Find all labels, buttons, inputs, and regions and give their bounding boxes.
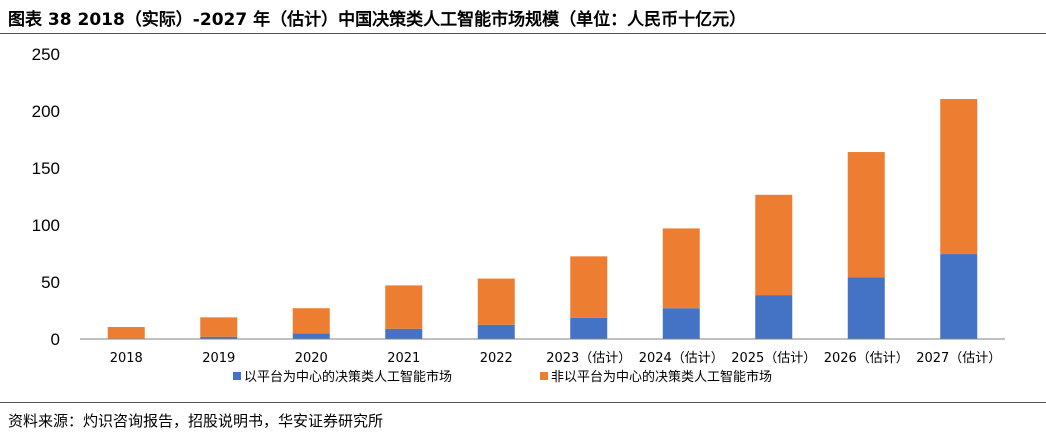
bar-non-platform [755, 194, 793, 296]
x-tick-label: 2026（估计） [824, 351, 909, 366]
x-tick-label: 2023（估计） [546, 351, 631, 366]
y-tick-label: 100 [32, 216, 60, 235]
legend-label-non-platform: 非以平台为中心的决策类人工智能市场 [551, 369, 772, 385]
y-tick-label: 150 [32, 159, 60, 178]
legend-swatch-platform [233, 372, 241, 380]
x-tick-label: 2025（估计） [731, 351, 816, 366]
bar-non-platform [107, 327, 145, 339]
bar-platform [477, 324, 515, 339]
bar-non-platform [940, 99, 978, 255]
y-tick-label: 250 [32, 45, 60, 64]
bars [107, 99, 978, 339]
x-tick-label: 2019 [202, 351, 235, 366]
bar-non-platform [385, 285, 423, 329]
stacked-bar-chart: 0 50 100 150 200 250 2018 2019 2020 2021 2022 2023… [32, 45, 1005, 385]
y-axis-tick-labels: 0 50 100 150 200 250 [32, 45, 60, 349]
x-tick-label: 2022 [480, 351, 513, 366]
bar-non-platform [292, 308, 330, 334]
bar-non-platform [200, 317, 238, 337]
x-axis-tick-labels: 2018 2019 2020 2021 2022 2023（估计） 2024（估计） 2025… [110, 351, 1002, 366]
y-tick-label: 0 [51, 330, 60, 349]
y-tick-label: 50 [41, 273, 60, 292]
bar-non-platform [662, 228, 700, 309]
x-tick-label: 2027（估计） [916, 351, 1001, 366]
bar-platform [940, 254, 978, 339]
legend-label-platform: 以平台为中心的决策类人工智能市场 [244, 369, 452, 385]
bar-platform [292, 333, 330, 339]
bar-platform [662, 308, 700, 339]
x-tick-label: 2020 [295, 351, 328, 366]
x-tick-label: 2018 [110, 351, 143, 366]
bar-platform [847, 277, 885, 339]
bar-platform [385, 328, 423, 339]
y-tick-label: 200 [32, 102, 60, 121]
bottom-rule [0, 402, 1046, 403]
bar-non-platform [847, 152, 885, 278]
x-tick-label: 2021 [387, 351, 420, 366]
legend-swatch-non-platform [540, 372, 548, 380]
figure-title: 图表 38 2018（实际）-2027 年（估计）中国决策类人工智能市场规模（单… [8, 10, 747, 30]
bar-non-platform [477, 278, 515, 325]
bar-platform [570, 317, 608, 339]
bar-platform [200, 336, 238, 339]
bar-non-platform [570, 256, 608, 318]
bar-platform [755, 295, 793, 339]
x-tick-label: 2024（估计） [639, 351, 724, 366]
top-rule [0, 33, 1046, 34]
source-note: 资料来源：灼识咨询报告，招股说明书，华安证券研究所 [8, 412, 384, 430]
legend: 以平台为中心的决策类人工智能市场 非以平台为中心的决策类人工智能市场 [233, 369, 772, 385]
